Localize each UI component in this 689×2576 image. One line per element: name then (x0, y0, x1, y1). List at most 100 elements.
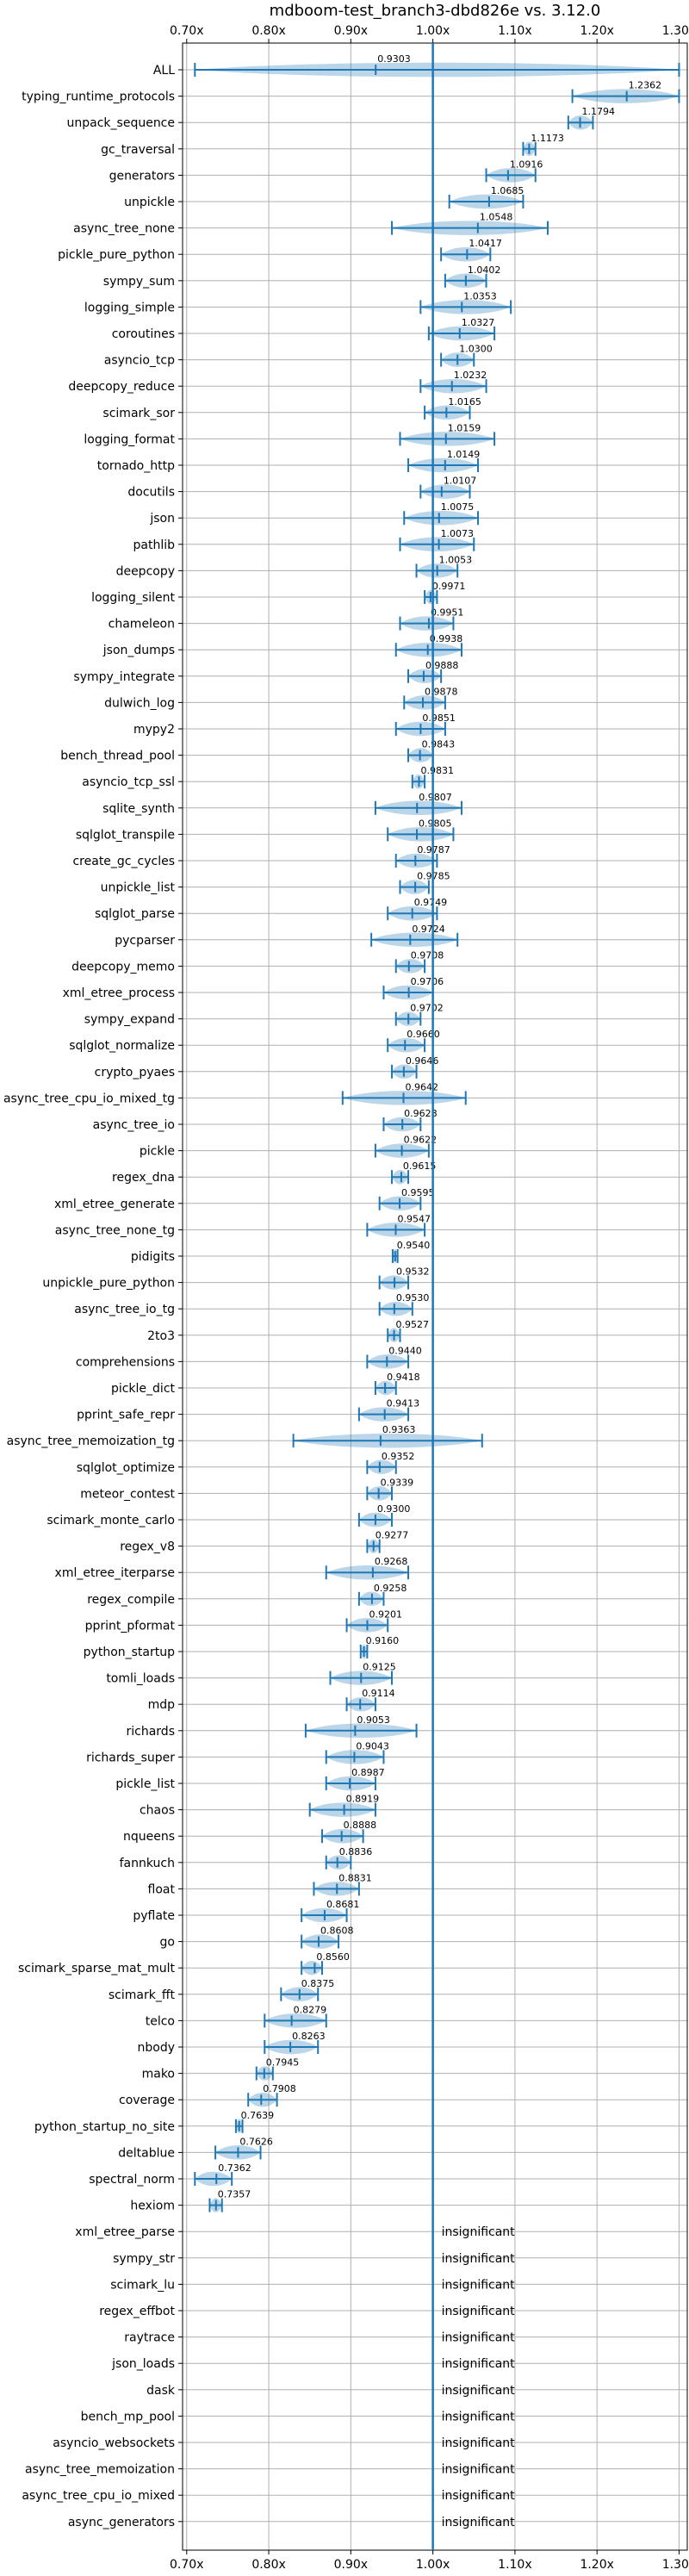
value-label-python_startup: 0.9160 (366, 1635, 400, 1646)
value-label-sqlite_synth: 0.9807 (419, 792, 452, 803)
benchmark-label-2to3: 2to3 (147, 1329, 175, 1343)
value-label-json: 1.0075 (441, 501, 475, 513)
insignificant-label-scimark_lu: insignificant (442, 2278, 516, 2292)
value-label-nqueens: 0.8888 (344, 1820, 377, 1831)
benchmark-label-unpickle: unpickle (124, 196, 175, 209)
benchmark-label-deepcopy: deepcopy (116, 564, 175, 578)
value-label-pathlib: 1.0073 (441, 528, 475, 539)
value-label-scimark_monte_carlo: 0.9300 (377, 1503, 411, 1515)
benchmark-label-richards: richards (127, 1725, 176, 1739)
tick-label-top-1: 0.80x (251, 24, 285, 38)
value-label-meteor_contest: 0.9339 (381, 1477, 414, 1488)
value-label-pprint_safe_repr: 0.9413 (387, 1398, 420, 1409)
value-label-regex_dna: 0.9615 (403, 1160, 437, 1172)
benchmark-label-pickle: pickle (140, 1145, 175, 1159)
tick-label-bottom-3: 1.00x (416, 2558, 450, 2572)
value-label-logging_silent: 0.9971 (432, 581, 465, 592)
benchmark-label-json_loads: json_loads (111, 2357, 175, 2371)
benchmark-label-logging_simple: logging_simple (84, 301, 175, 314)
benchmark-label-sympy_sum: sympy_sum (103, 275, 175, 289)
value-label-chaos: 0.8919 (346, 1794, 380, 1805)
value-label-unpack_sequence: 1.1794 (582, 106, 616, 117)
benchmark-label-pprint_pformat: pprint_pformat (85, 1619, 176, 1633)
benchmark-label-comprehensions: comprehensions (76, 1355, 175, 1369)
benchmark-label-async_tree_io_tg: async_tree_io_tg (74, 1303, 175, 1316)
tick-label-bottom-6: 1.30x (662, 2558, 689, 2572)
benchmark-label-richards_super: richards_super (86, 1751, 175, 1764)
benchmark-label-async_tree_cpu_io_mixed: async_tree_cpu_io_mixed (22, 2489, 175, 2503)
value-label-deepcopy: 1.0053 (439, 554, 473, 565)
value-label-float: 0.8831 (338, 1872, 372, 1883)
benchmark-label-regex_effbot: regex_effbot (99, 2305, 175, 2318)
benchmark-label-xml_etree_generate: xml_etree_generate (54, 1198, 175, 1211)
value-label-async_tree_io_tg: 0.9530 (396, 1292, 430, 1304)
benchmark-label-typing_runtime_protocols: typing_runtime_protocols (22, 90, 175, 104)
benchmark-label-pickle_list: pickle_list (115, 1777, 175, 1791)
benchmark-label-sqlglot_transpile: sqlglot_transpile (76, 828, 175, 842)
value-label-sqlglot_transpile: 0.9805 (419, 818, 451, 829)
value-label-async_tree_io: 0.9628 (404, 1108, 438, 1119)
insignificant-label-dask: insignificant (442, 2384, 516, 2398)
value-label-deepcopy_reduce: 1.0232 (454, 370, 487, 381)
benchmark-label-telco: telco (146, 2014, 175, 2028)
value-label-generators: 1.0916 (510, 159, 543, 170)
benchmark-label-async_tree_memoization_tg: async_tree_memoization_tg (7, 1434, 175, 1448)
value-label-async_tree_memoization_tg: 0.9363 (382, 1424, 416, 1435)
value-label-pyflate: 0.8681 (326, 1899, 360, 1910)
value-label-scimark_sparse_mat_mult: 0.8560 (316, 1951, 350, 1963)
plot-frame (182, 42, 688, 2551)
benchmark-label-ALL: ALL (153, 64, 175, 78)
value-label-deltablue: 0.7626 (239, 2136, 273, 2147)
value-label-asyncio_tcp_ssl: 0.9831 (421, 765, 454, 776)
value-label-scimark_fft: 0.8375 (301, 1978, 335, 1989)
value-label-bench_thread_pool: 0.9843 (422, 739, 456, 750)
value-label-tornado_http: 1.0149 (447, 449, 481, 460)
value-label-scimark_sor: 1.0165 (448, 396, 481, 408)
benchmark-label-deepcopy_reduce: deepcopy_reduce (68, 380, 175, 394)
benchmark-label-async_tree_memoization: async_tree_memoization (25, 2463, 175, 2477)
benchmark-label-nqueens: nqueens (123, 1830, 175, 1844)
tick-label-top-5: 1.20x (580, 24, 613, 38)
benchmark-label-generators: generators (109, 169, 175, 183)
benchmark-label-crypto_pyaes: crypto_pyaes (95, 1066, 175, 1080)
value-label-spectral_norm: 0.7362 (218, 2162, 251, 2174)
benchmark-label-float: float (148, 1882, 176, 1896)
value-label-deepcopy_memo: 0.9708 (411, 949, 444, 961)
benchmark-label-pickle_pure_python: pickle_pure_python (58, 248, 175, 262)
tick-label-bottom-4: 1.10x (498, 2558, 531, 2572)
insignificant-label-json_loads: insignificant (442, 2357, 516, 2371)
insignificant-label-sympy_str: insignificant (442, 2252, 516, 2266)
benchmark-label-spectral_norm: spectral_norm (89, 2173, 175, 2187)
insignificant-label-async_tree_memoization: insignificant (442, 2463, 516, 2477)
tick-label-bottom-2: 0.90x (334, 2558, 368, 2572)
benchmark-label-regex_compile: regex_compile (87, 1593, 175, 1607)
tick-label-top-4: 1.10x (498, 24, 531, 38)
benchmark-label-sympy_integrate: sympy_integrate (73, 670, 175, 684)
benchmark-label-async_tree_cpu_io_mixed_tg: async_tree_cpu_io_mixed_tg (3, 1092, 175, 1105)
value-label-pycparser: 0.9724 (412, 924, 445, 935)
value-label-tomli_loads: 0.9125 (363, 1662, 396, 1673)
insignificant-label-async_generators: insignificant (442, 2516, 516, 2529)
benchmark-label-logging_format: logging_format (84, 432, 175, 446)
benchmark-label-dulwich_log: dulwich_log (104, 696, 175, 710)
value-label-richards: 0.9053 (357, 1714, 390, 1726)
tick-label-bottom-1: 0.80x (251, 2558, 285, 2572)
tick-label-bottom-0: 0.70x (170, 2558, 203, 2572)
value-label-pprint_pformat: 0.9201 (369, 1608, 402, 1620)
benchmark-label-sympy_expand: sympy_expand (84, 1013, 175, 1027)
benchmark-label-mdp: mdp (148, 1698, 176, 1712)
benchmark-label-hexiom: hexiom (130, 2200, 175, 2213)
value-label-sqlglot_normalize: 0.9660 (407, 1029, 440, 1040)
benchmark-label-nbody: nbody (138, 2041, 176, 2055)
benchmark-label-deepcopy_memo: deepcopy_memo (71, 960, 175, 974)
tick-label-top-6: 1.30x (662, 24, 689, 38)
benchmark-label-unpickle_list: unpickle_list (101, 881, 176, 895)
benchmark-label-pyflate: pyflate (133, 1909, 175, 1923)
benchmark-label-dask: dask (146, 2384, 176, 2398)
benchmark-label-create_gc_cycles: create_gc_cycles (72, 855, 175, 868)
value-label-coroutines: 1.0327 (462, 317, 495, 328)
value-label-regex_compile: 0.9258 (374, 1583, 407, 1594)
benchmark-label-xml_etree_process: xml_etree_process (63, 986, 175, 1000)
